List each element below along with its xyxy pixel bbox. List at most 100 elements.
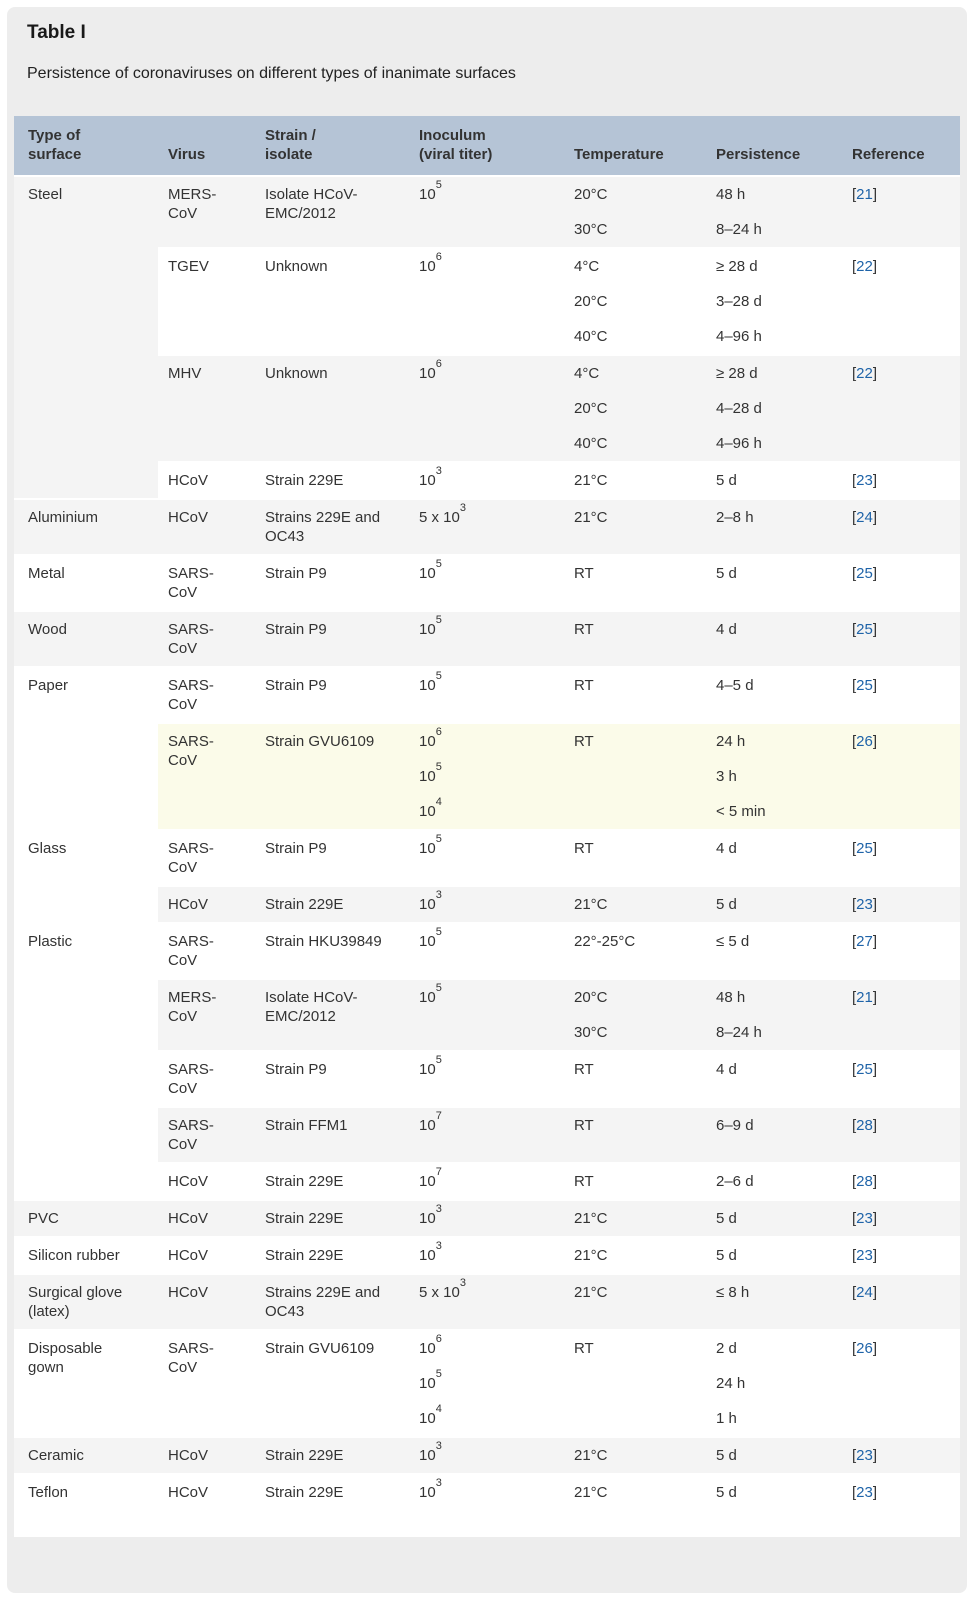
virus-cell: SARS-CoV — [158, 554, 255, 611]
cell-text: Strain HKU39849 — [265, 933, 382, 950]
inoculum-cell: 105 — [409, 554, 564, 611]
virus-cell: SARS-CoV — [158, 1106, 255, 1163]
reference-link[interactable]: 23 — [856, 1447, 873, 1464]
table-subtitle: Persistence of coronaviruses on differen… — [27, 65, 516, 82]
strain-cell: Unknown — [255, 247, 409, 355]
reference-link[interactable]: 23 — [856, 896, 873, 913]
reference-link[interactable]: 28 — [856, 1173, 873, 1190]
reference-link[interactable]: 25 — [856, 621, 873, 638]
cell-text: Disposable gown — [28, 1340, 103, 1376]
reference-link[interactable]: 23 — [856, 472, 873, 489]
inoculum-cell: 107 — [409, 1162, 564, 1200]
inoculum-exponent: 6 — [435, 1333, 442, 1345]
strain-cell: Strain GVU6109 — [255, 1329, 409, 1437]
persistence-cell: 4–5 d — [706, 666, 842, 723]
table-row: TGEV Unknown 106 4°C ≥ 28 d [22] — [14, 247, 960, 355]
cell-text: HCoV — [168, 1247, 209, 1264]
cell-text: Strains 229E and OC43 — [265, 509, 381, 545]
temperature-cell: RT — [564, 554, 706, 611]
inoculum-exponent: 6 — [435, 726, 442, 738]
inoculum-cell: 5 x 103 — [409, 498, 564, 555]
virus-cell: HCoV — [158, 1436, 255, 1474]
reference-link[interactable]: 21 — [856, 186, 873, 203]
inoculum-exponent: 5 — [435, 982, 442, 994]
cell-text: SARS-CoV — [168, 840, 214, 876]
table-row: HCoV Strain 229E 103 21°C 5 d [23] — [14, 885, 960, 923]
strain-cell: Strain 229E — [255, 1236, 409, 1274]
reference-link[interactable]: 26 — [856, 733, 873, 750]
reference-link[interactable]: 21 — [856, 989, 873, 1006]
reference-link[interactable]: 24 — [856, 1284, 873, 1301]
reference-link[interactable]: 22 — [856, 258, 873, 275]
surface-cell: Silicon rubber — [14, 1236, 158, 1274]
reference-cell: [25] — [842, 666, 960, 723]
reference-link[interactable]: 23 — [856, 1484, 873, 1501]
cell-text: HCoV — [168, 1210, 209, 1227]
table-row: 20°C 3–28 d — [14, 284, 960, 319]
reference-link[interactable]: 25 — [856, 565, 873, 582]
reference-cell: [23] — [842, 1473, 960, 1510]
strain-cell: Strain P9 — [255, 1050, 409, 1107]
reference-cell: [23] — [842, 1436, 960, 1474]
cell-text: Teflon — [28, 1484, 69, 1501]
inoculum-exponent: 3 — [459, 502, 466, 514]
reference-link[interactable]: 22 — [856, 365, 873, 382]
inoculum-exponent: 5 — [435, 179, 442, 191]
persistence-cell: 4–28 d — [706, 391, 842, 426]
reference-cell: [24] — [842, 1273, 960, 1330]
temperature-cell: 20°C — [564, 978, 706, 1015]
inoculum-exponent: 7 — [435, 1110, 442, 1122]
cell-text: Unknown — [265, 258, 328, 275]
strain-cell: Strains 229E and OC43 — [255, 1273, 409, 1330]
reference-link[interactable]: 24 — [856, 509, 873, 526]
cell-text: Surgical glove (latex) — [28, 1284, 123, 1320]
virus-cell: HCoV — [158, 1273, 255, 1330]
reference-cell: [23] — [842, 1236, 960, 1274]
cell-text: SARS-CoV — [168, 933, 214, 969]
col-header-reference: Reference — [842, 116, 960, 177]
temperature-cell: 21°C — [564, 1436, 706, 1474]
surface-cell: Glass — [14, 829, 158, 923]
virus-cell: SARS-CoV — [158, 1329, 255, 1437]
temperature-cell — [564, 1366, 706, 1401]
reference-link[interactable]: 23 — [856, 1210, 873, 1227]
reference-link[interactable]: 25 — [856, 840, 873, 857]
inoculum-cell — [409, 319, 564, 355]
virus-cell: SARS-CoV — [158, 722, 255, 830]
reference-link[interactable]: 23 — [856, 1247, 873, 1264]
persistence-cell: 2–6 d — [706, 1162, 842, 1200]
persistence-cell: 4 d — [706, 829, 842, 886]
strain-cell: Strain P9 — [255, 554, 409, 611]
temperature-cell: RT — [564, 666, 706, 723]
cell-text: Strain GVU6109 — [265, 1340, 375, 1357]
temperature-cell: 40°C — [564, 319, 706, 355]
inoculum-cell: 105 — [409, 829, 564, 886]
surface-cell: Wood — [14, 610, 158, 667]
inoculum-cell: 103 — [409, 1199, 564, 1237]
inoculum-cell: 106 — [409, 247, 564, 284]
table-row: Paper SARS-CoV Strain P9 105 RT 4–5 d [25] — [14, 666, 960, 830]
persistence-cell: ≥ 28 d — [706, 247, 842, 284]
persistence-cell: 6–9 d — [706, 1106, 842, 1163]
col-header-virus: Virus — [158, 116, 255, 177]
table-row: Aluminium HCoV Strains 229E and OC43 5 x 10… — [14, 498, 960, 555]
inoculum-exponent: 5 — [435, 558, 442, 570]
reference-link[interactable]: 28 — [856, 1117, 873, 1134]
persistence-cell: 24 h — [706, 1366, 842, 1401]
virus-cell: SARS-CoV — [158, 922, 255, 979]
surface-cell: Steel — [14, 176, 158, 499]
reference-link[interactable]: 25 — [856, 1061, 873, 1078]
table-row: 20°C 4–28 d — [14, 391, 960, 426]
virus-cell: SARS-CoV — [158, 610, 255, 667]
inoculum-cell: 103 — [409, 885, 564, 923]
strain-cell: Strain 229E — [255, 461, 409, 499]
table-title: Table I — [27, 22, 86, 43]
temperature-cell: RT — [564, 610, 706, 667]
inoculum-cell: 105 — [409, 176, 564, 212]
reference-link[interactable]: 27 — [856, 933, 873, 950]
inoculum-exponent: 6 — [435, 251, 442, 263]
temperature-cell: RT — [564, 722, 706, 759]
reference-link[interactable]: 25 — [856, 677, 873, 694]
reference-link[interactable]: 26 — [856, 1340, 873, 1357]
strain-cell: Strain P9 — [255, 666, 409, 723]
